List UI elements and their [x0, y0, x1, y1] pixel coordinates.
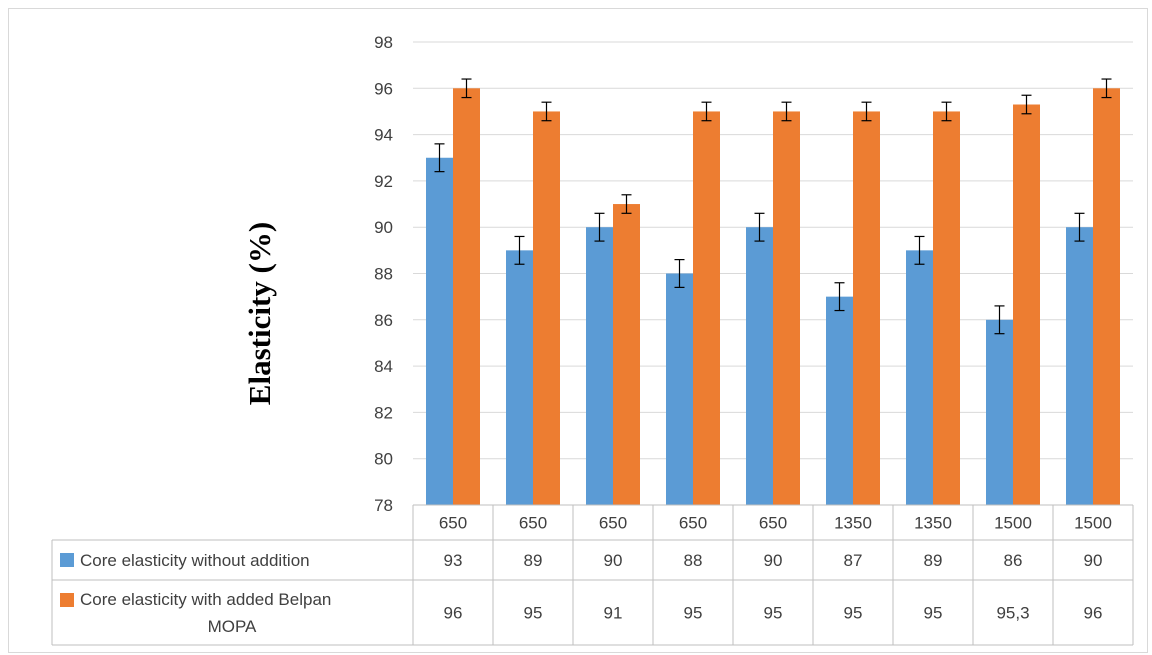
category-label: 650	[439, 514, 467, 533]
data-value: 95,3	[996, 604, 1029, 623]
category-label: 1350	[914, 514, 952, 533]
bar-with-belpan	[1093, 88, 1120, 506]
data-value: 93	[444, 551, 463, 570]
data-value: 95	[524, 604, 543, 623]
bar-with-belpan	[533, 111, 560, 505]
bar-with-belpan	[453, 88, 480, 506]
category-label: 650	[759, 514, 787, 533]
category-label: 650	[679, 514, 707, 533]
bar-with-belpan	[613, 204, 640, 506]
y-tick-label: 80	[374, 450, 393, 469]
bar-with-belpan	[853, 111, 880, 505]
bar-with-belpan	[1013, 104, 1040, 505]
data-value: 86	[1004, 551, 1023, 570]
bar-without-addition	[986, 319, 1013, 505]
bar-without-addition	[906, 250, 933, 505]
data-value: 90	[764, 551, 783, 570]
bar-without-addition	[426, 157, 453, 505]
data-value: 96	[1084, 604, 1103, 623]
bar-without-addition	[746, 227, 773, 505]
bar-without-addition	[1066, 227, 1093, 505]
data-value: 95	[764, 604, 783, 623]
category-label: 650	[519, 514, 547, 533]
category-label: 1350	[834, 514, 872, 533]
bar-with-belpan	[933, 111, 960, 505]
y-tick-label: 82	[374, 403, 393, 422]
y-axis-title: Elasticity (%)	[242, 222, 277, 405]
category-label: 1500	[994, 514, 1032, 533]
y-tick-label: 88	[374, 265, 393, 284]
y-tick-label: 90	[374, 218, 393, 237]
data-value: 90	[1084, 551, 1103, 570]
data-value: 95	[684, 604, 703, 623]
bar-without-addition	[506, 250, 533, 505]
data-value: 89	[524, 551, 543, 570]
y-tick-label: 96	[374, 79, 393, 98]
data-value: 95	[844, 604, 863, 623]
legend-label: MOPA	[208, 617, 257, 636]
bar-without-addition	[666, 273, 693, 505]
data-value: 87	[844, 551, 863, 570]
data-value: 95	[924, 604, 943, 623]
data-value: 88	[684, 551, 703, 570]
data-value: 91	[604, 604, 623, 623]
category-label: 1500	[1074, 514, 1112, 533]
y-tick-label: 94	[374, 126, 393, 145]
category-label: 650	[599, 514, 627, 533]
data-value: 90	[604, 551, 623, 570]
y-tick-label: 78	[374, 496, 393, 515]
y-tick-label: 84	[374, 357, 393, 376]
legend-key	[60, 593, 74, 607]
y-tick-label: 86	[374, 311, 393, 330]
legend-label: Core elasticity with added Belpan	[80, 590, 331, 609]
legend-key	[60, 553, 74, 567]
bar-without-addition	[826, 296, 853, 505]
y-tick-label: 92	[374, 172, 393, 191]
y-tick-label: 98	[374, 33, 393, 52]
bar-with-belpan	[773, 111, 800, 505]
bar-without-addition	[586, 227, 613, 505]
data-value: 89	[924, 551, 943, 570]
legend-label: Core elasticity without addition	[80, 551, 310, 570]
bar-with-belpan	[693, 111, 720, 505]
data-value: 96	[444, 604, 463, 623]
